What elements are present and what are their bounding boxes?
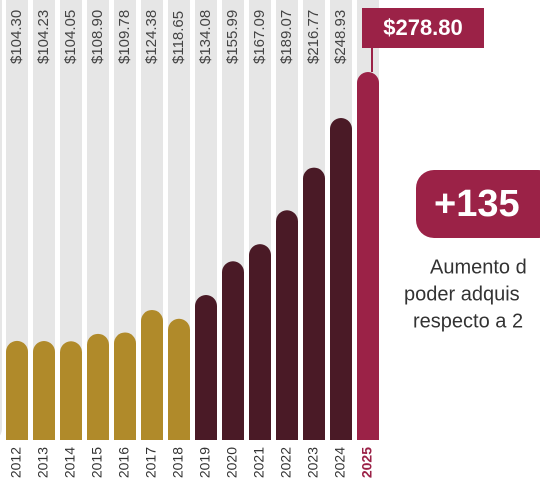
value-label: $167.09 [251,10,268,64]
value-label: $104.05 [62,10,79,64]
bar [249,244,271,440]
value-label: $118.65 [170,11,187,64]
note-line: Aumento d [430,256,527,278]
x-tick-label: 2021 [251,447,267,478]
x-tick-label: 2025 [359,447,375,478]
bar [222,261,244,440]
value-label: $134.08 [197,10,214,64]
bar [60,341,82,440]
x-tick-label: 2015 [89,447,105,478]
bar [114,332,136,440]
bar [330,118,352,440]
column-bg [114,0,136,440]
value-label: $104.30 [8,10,25,64]
x-tick-label: 2014 [62,447,78,478]
x-tick-label: 2018 [170,447,186,478]
value-label: $278.80 [383,15,463,40]
value-label: $189.07 [278,10,295,64]
bar [168,318,190,440]
x-tick-label: 2016 [116,447,132,478]
x-tick-label: 2017 [143,447,159,478]
column-bg [0,0,2,436]
column-bg [33,0,55,440]
bar [141,309,163,440]
note-line: respecto a 2 [413,310,523,332]
bar [303,167,325,441]
value-label-box [362,8,484,48]
value-label: $155.99 [224,10,241,64]
x-tick-label: 2023 [305,447,321,478]
value-label: $248.93 [332,10,349,64]
bar [87,333,109,440]
column-bg [87,0,109,440]
value-label: $104.23 [35,10,52,64]
x-tick-label: 2020 [224,447,240,478]
bar [33,341,55,440]
note-line: poder adquis [404,283,520,305]
bar [6,340,28,440]
x-tick-label: 2022 [278,447,294,478]
x-tick-label: 2012 [8,447,24,478]
badge-text: +135 [434,183,520,225]
badge-box [416,170,540,238]
value-label: $216.77 [305,10,322,64]
value-label: $109.78 [116,10,133,64]
value-label: $124.38 [143,10,160,64]
x-tick-label: 2019 [197,447,213,478]
x-tick-label: 2013 [35,447,51,478]
column-bg [6,0,28,440]
value-label: $108.90 [89,10,106,64]
bar [195,295,217,440]
bar [357,72,379,440]
x-tick-label: 2024 [332,447,348,478]
bar [276,210,298,440]
column-bg [60,0,82,440]
